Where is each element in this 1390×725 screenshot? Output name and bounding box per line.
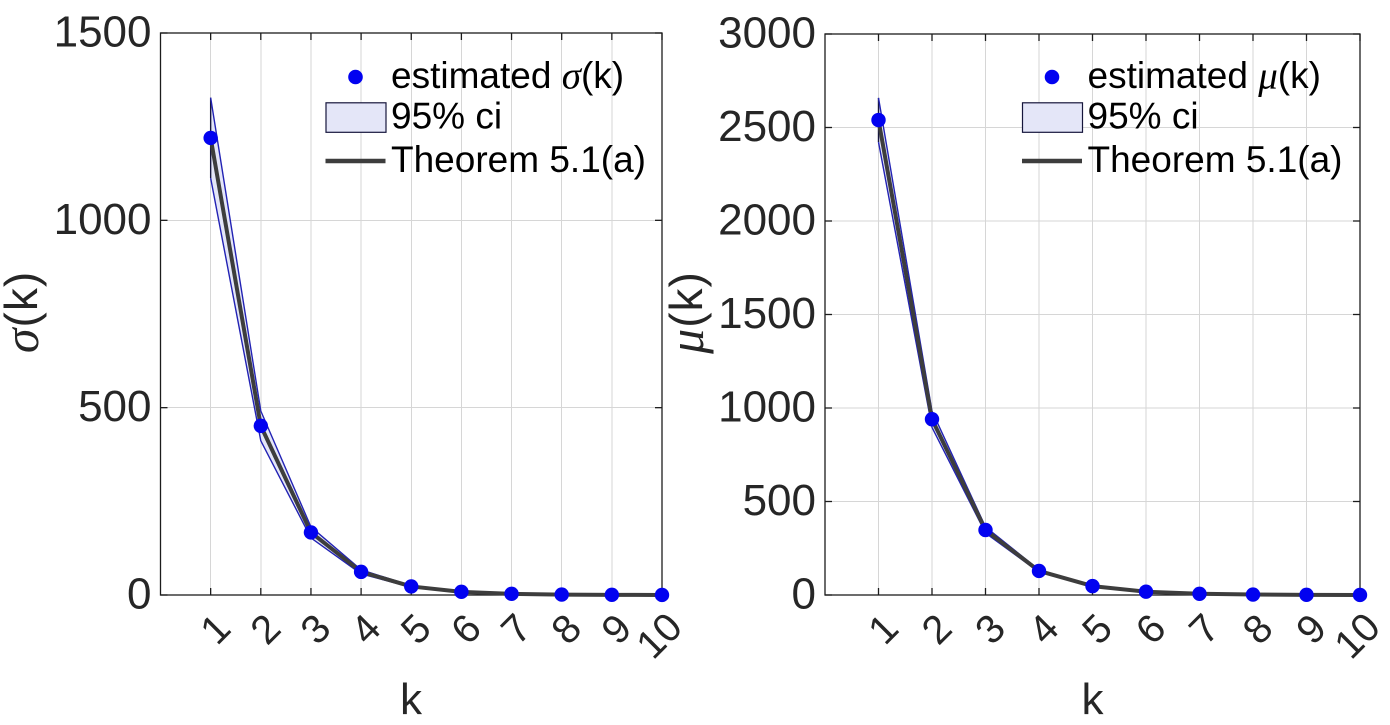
svg-text:95% ci: 95% ci (391, 96, 502, 137)
svg-text:500: 500 (743, 476, 816, 525)
svg-text:2000: 2000 (718, 196, 816, 245)
svg-text:95% ci: 95% ci (1088, 96, 1199, 137)
svg-text:Theorem 5.1(a): Theorem 5.1(a) (1088, 139, 1343, 180)
svg-text:1500: 1500 (54, 8, 152, 57)
svg-text:σ(k): σ(k) (0, 271, 49, 353)
svg-text:1000: 1000 (54, 195, 152, 244)
svg-text:1000: 1000 (718, 383, 816, 432)
svg-text:2500: 2500 (718, 102, 816, 151)
svg-text:k: k (1082, 675, 1105, 720)
svg-text:3000: 3000 (718, 9, 816, 58)
svg-text:Theorem 5.1(a): Theorem 5.1(a) (391, 139, 646, 180)
svg-text:0: 0 (127, 570, 151, 619)
svg-text:estimated σ(k): estimated σ(k) (391, 54, 624, 97)
svg-text:μ(k): μ(k) (658, 271, 714, 355)
svg-text:1500: 1500 (718, 289, 816, 338)
svg-text:0: 0 (792, 570, 816, 619)
svg-text:500: 500 (78, 382, 151, 431)
svg-text:k: k (400, 675, 423, 720)
svg-text:estimated μ(k): estimated μ(k) (1088, 54, 1321, 97)
